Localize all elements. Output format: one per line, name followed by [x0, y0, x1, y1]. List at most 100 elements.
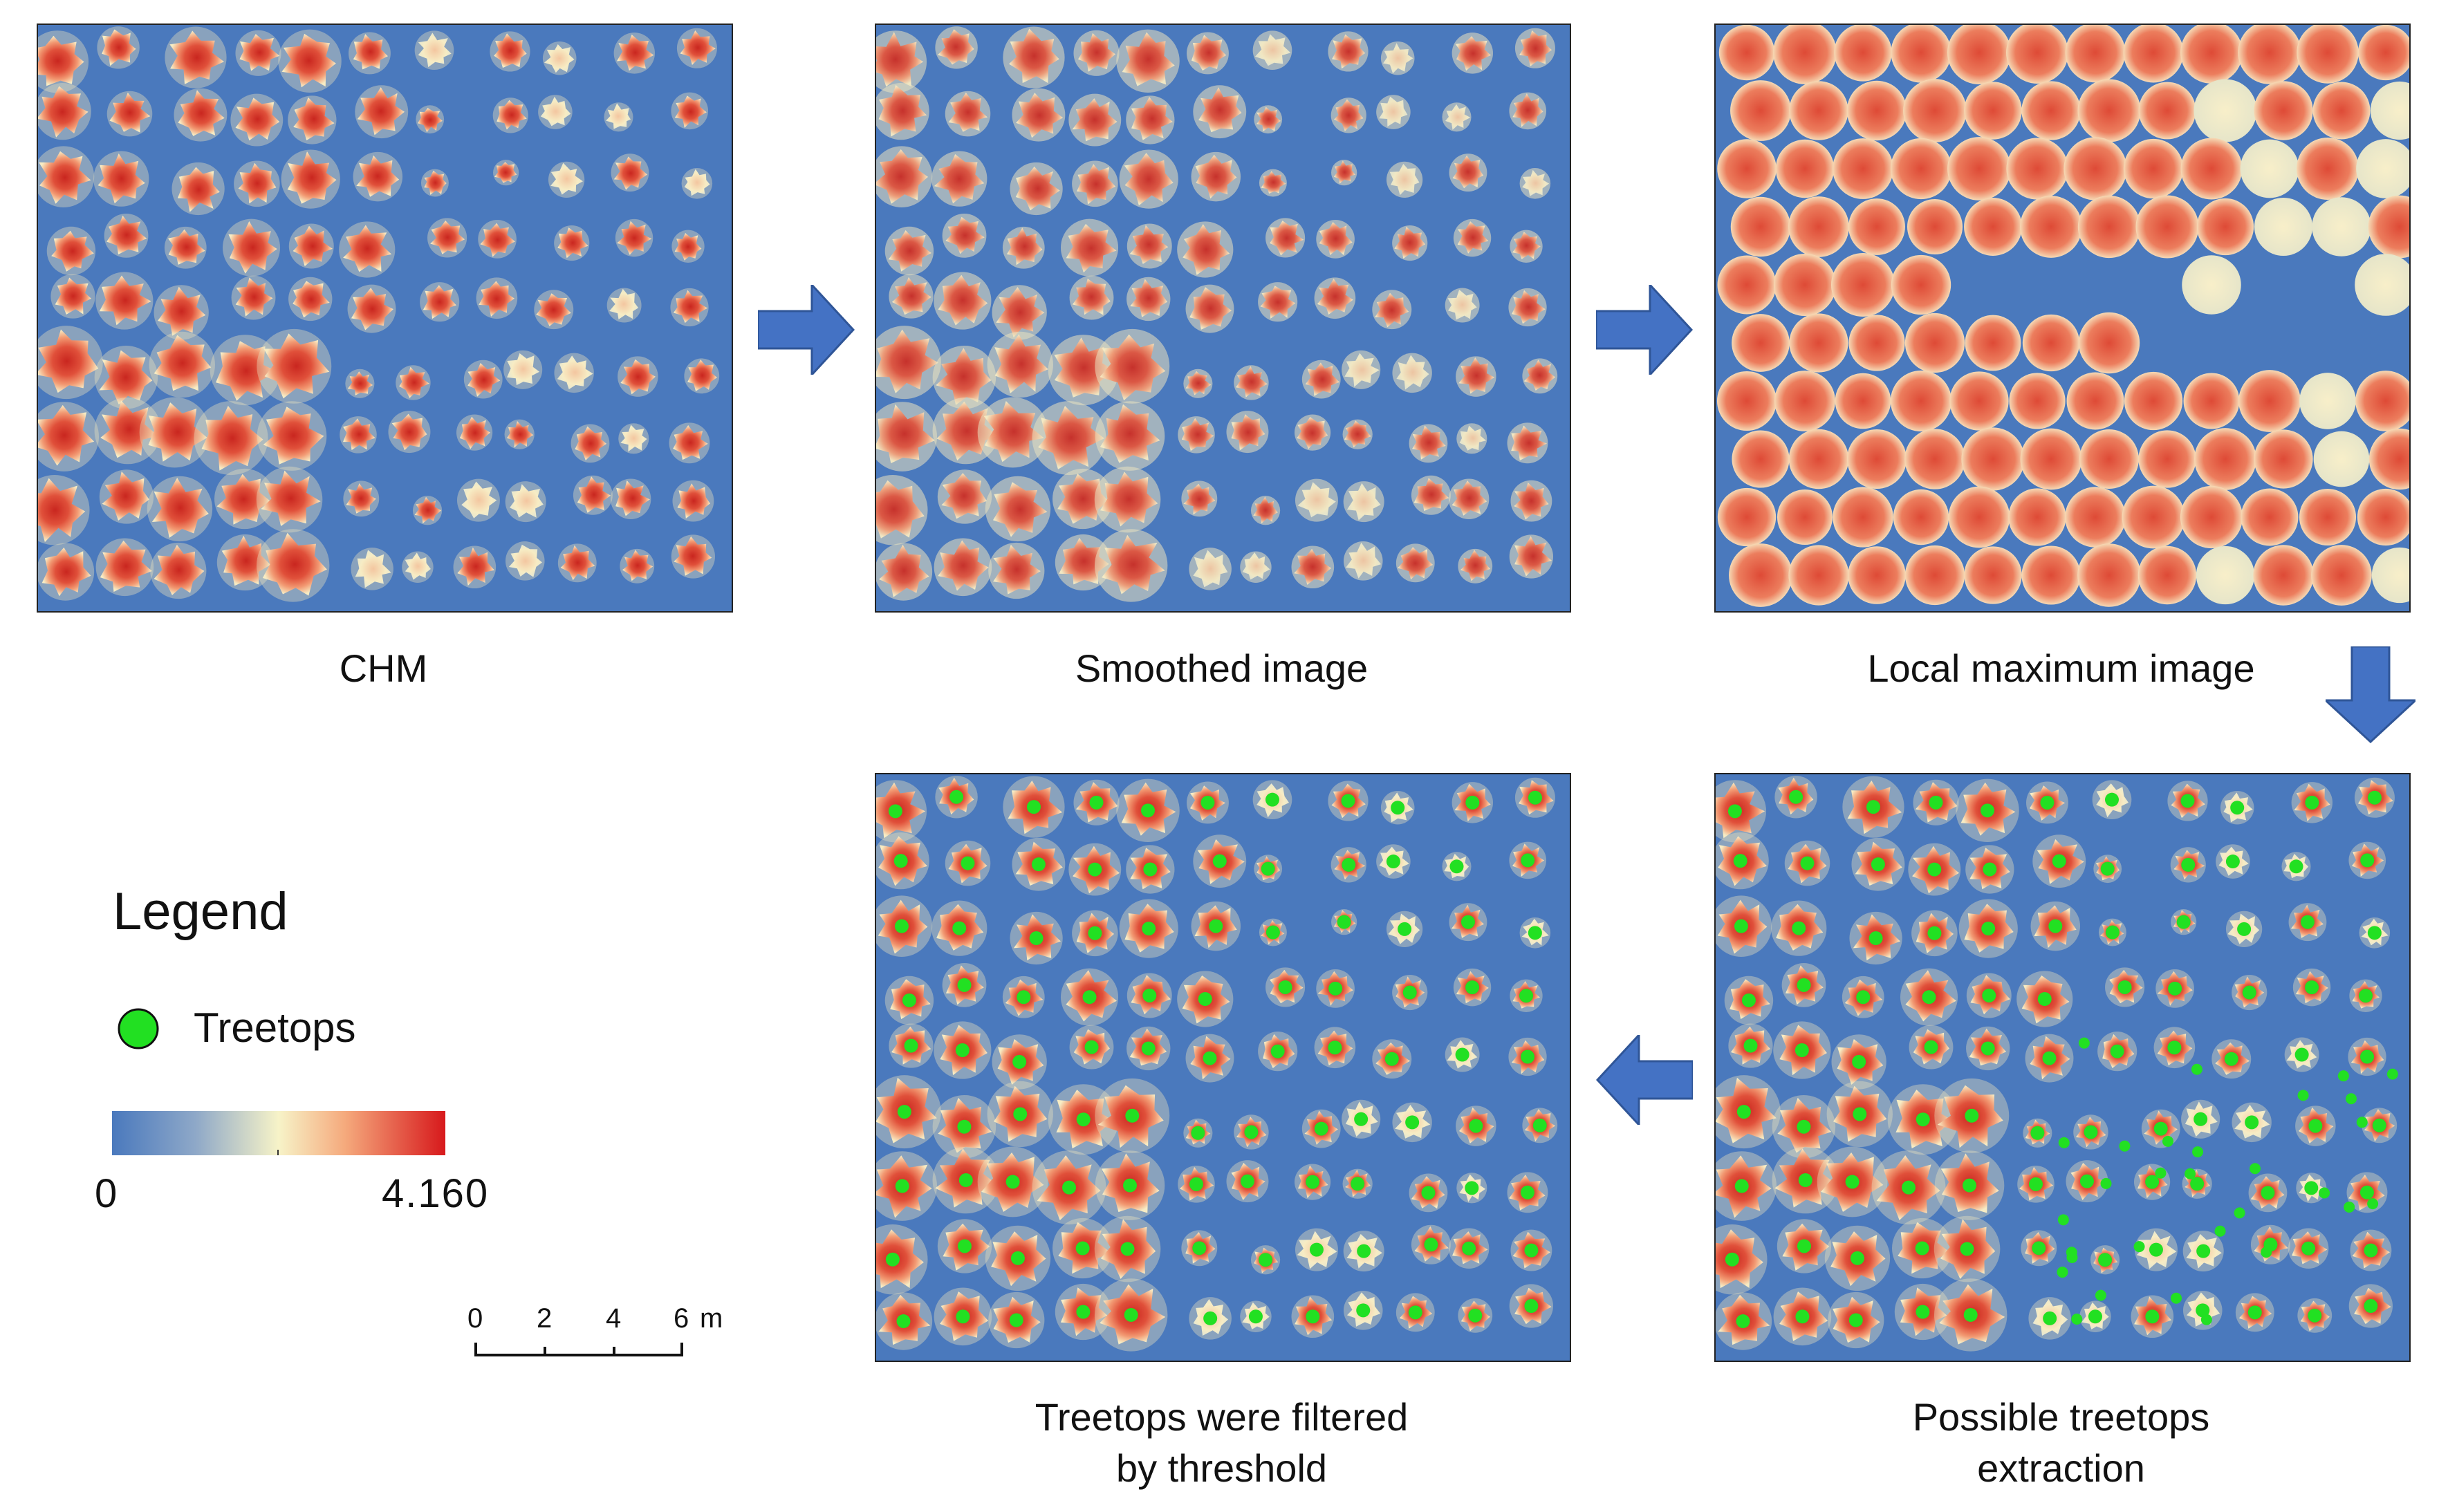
- treetop-marker: [1468, 1308, 1483, 1323]
- local-max-disc: [1717, 139, 1777, 198]
- treetop-marker: [1405, 1115, 1420, 1130]
- treetop-marker: [1306, 1175, 1320, 1189]
- tree-crown: [876, 149, 928, 204]
- treetop-marker: [2242, 985, 2256, 1000]
- treetop-marker: [1963, 1307, 1978, 1322]
- tree-crown: [1460, 550, 1491, 581]
- treetop-marker: [2364, 1243, 2378, 1258]
- tree-crown: [1195, 154, 1237, 199]
- tree-crown: [1256, 106, 1281, 131]
- treetop-marker: [1309, 1242, 1324, 1257]
- treetop-marker: [2367, 926, 2382, 940]
- local-max-disc: [2020, 428, 2082, 490]
- tree-crown: [1379, 96, 1408, 127]
- treetop-marker: [955, 1043, 970, 1058]
- treetop-marker: [2098, 1253, 2113, 1267]
- local-max-disc: [2066, 372, 2124, 430]
- treetop-marker: [1424, 1238, 1438, 1252]
- local-max-disc: [2009, 373, 2066, 429]
- local-max-disc: [1890, 138, 1952, 200]
- treetop-marker: [1328, 981, 1343, 996]
- treetop-marker: [1123, 1178, 1138, 1193]
- tree-crown: [38, 35, 84, 86]
- tree-crown: [1261, 171, 1286, 194]
- tree-crown: [557, 227, 588, 259]
- treetop-marker: [2194, 1112, 2208, 1126]
- tree-crown: [261, 470, 321, 526]
- treetop-marker: [1270, 1044, 1285, 1058]
- treetop-marker: [2261, 1186, 2275, 1200]
- local-max-disc: [1775, 139, 1835, 198]
- scale-unit: m: [700, 1303, 723, 1334]
- treetop-marker: [1927, 862, 1942, 877]
- local-max-disc: [1716, 371, 1777, 431]
- treetop-marker: [2367, 790, 2382, 805]
- local-max-disc: [1717, 255, 1777, 315]
- filtered-caption-line2: by threshold: [1115, 1446, 1328, 1490]
- treetop-marker: [1062, 1180, 1077, 1195]
- treetop-marker: [1741, 993, 1756, 1007]
- treetop-marker: [958, 1173, 973, 1188]
- tree-crown: [355, 550, 391, 588]
- treetop-marker: [1727, 804, 1742, 819]
- tree-crown: [878, 84, 927, 137]
- tree-crown: [1191, 35, 1227, 71]
- tree-crown: [154, 335, 212, 391]
- color-ramp: [112, 1111, 445, 1155]
- tree-crown: [1334, 99, 1364, 131]
- treetop-marker: [2057, 1214, 2069, 1226]
- treetop-marker: [2344, 1201, 2355, 1213]
- tree-crown: [1413, 478, 1449, 512]
- treetop-marker: [1010, 1251, 1025, 1265]
- tree-crown: [1297, 482, 1336, 518]
- local-max-disc: [1846, 429, 1907, 489]
- tree-crown: [343, 225, 392, 272]
- treetop-marker: [894, 919, 909, 933]
- tree-crown: [941, 473, 987, 519]
- tree-crown: [544, 44, 575, 73]
- tree-crown: [1006, 227, 1043, 265]
- tree-crown: [1189, 287, 1232, 330]
- treetop-marker: [1871, 857, 1885, 872]
- treetop-marker: [1960, 1242, 1974, 1256]
- treetop-marker: [2196, 1244, 2211, 1258]
- tree-crown: [617, 221, 652, 255]
- local-max-disc: [2123, 138, 2184, 199]
- tree-crown: [1512, 232, 1541, 259]
- local-max-disc: [2124, 371, 2183, 431]
- local-max-disc: [1833, 487, 1893, 548]
- filtered-treetops-image: [876, 774, 1570, 1361]
- treetop-marker: [2043, 1311, 2057, 1325]
- ramp-max-label: 4.160: [382, 1171, 490, 1216]
- tree-crown: [1260, 286, 1296, 319]
- local-max-disc: [1948, 486, 2010, 548]
- local-max-disc: [1964, 198, 2022, 256]
- tree-crown: [1100, 404, 1160, 463]
- tree-crown: [467, 363, 501, 397]
- treetop-marker: [1029, 931, 1044, 946]
- treetop-marker: [1356, 1303, 1371, 1318]
- treetop-marker: [1916, 1305, 1930, 1319]
- tree-crown: [151, 478, 209, 538]
- tree-crown: [1716, 1229, 1763, 1289]
- tree-crown: [1445, 104, 1471, 130]
- tree-crown: [1412, 425, 1446, 460]
- treetop-marker: [896, 1314, 911, 1329]
- tree-crown: [1511, 425, 1547, 460]
- treetop-marker: [2079, 1174, 2094, 1188]
- tree-crown: [1455, 36, 1491, 71]
- tree-crown: [1512, 290, 1546, 324]
- tree-crown: [674, 536, 712, 576]
- legend-title: Legend: [113, 882, 288, 941]
- local-max-disc: [1890, 370, 1952, 432]
- possible-treetops-panel: [1714, 773, 2411, 1362]
- treetop-marker: [1017, 990, 1031, 1005]
- treetop-marker: [1734, 1179, 1749, 1193]
- local-max-disc: [1903, 79, 1967, 142]
- treetop-marker: [1031, 857, 1046, 872]
- local-max-disc: [2299, 488, 2357, 546]
- treetop-marker: [2247, 1305, 2262, 1320]
- arrow-down-icon: [2326, 646, 2415, 743]
- tree-crown: [507, 353, 540, 386]
- tree-crown: [51, 230, 94, 272]
